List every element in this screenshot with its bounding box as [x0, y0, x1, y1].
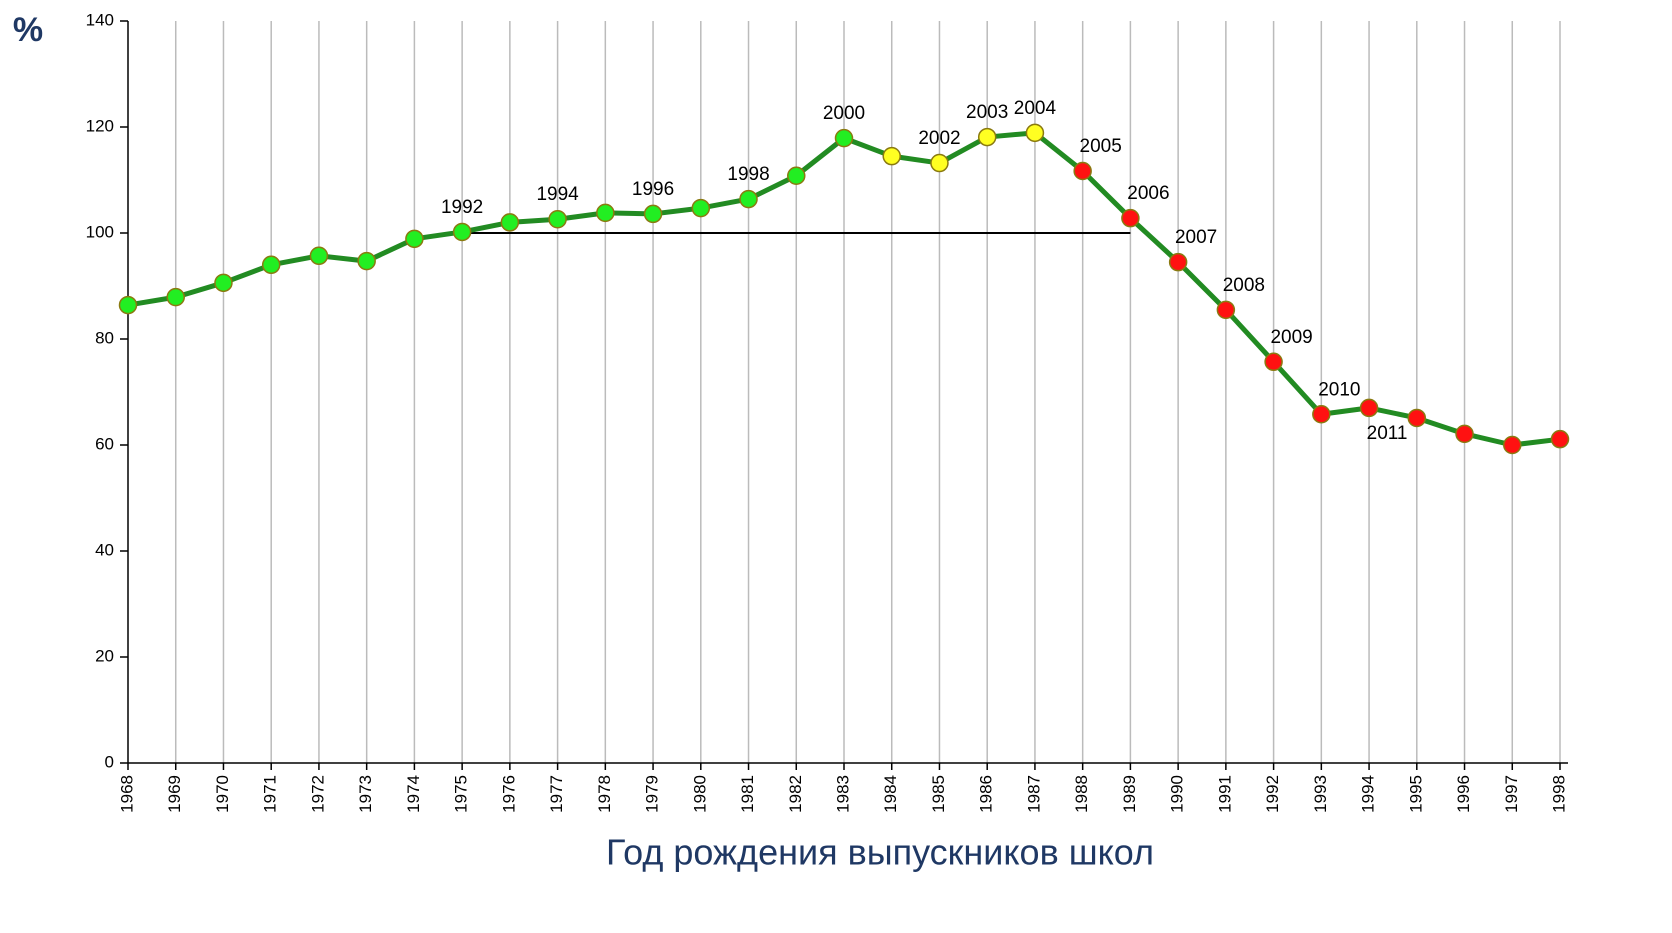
point-marker	[739, 189, 758, 209]
point-label: 1994	[536, 184, 579, 205]
x-tick-label: 1984	[881, 775, 900, 813]
x-tick-label: 1979	[643, 775, 662, 813]
x-tick-label: 1988	[1072, 775, 1091, 813]
x-tick-label: 1973	[356, 775, 375, 813]
y-tick-label: 60	[95, 434, 114, 453]
x-tick-label: 1970	[213, 775, 232, 813]
point-marker	[1121, 208, 1140, 228]
point-marker	[548, 209, 567, 229]
point-marker	[1455, 424, 1474, 444]
x-tick-label: 1992	[1263, 775, 1282, 813]
x-tick-label: 1989	[1120, 775, 1139, 813]
x-tick-label: 1981	[738, 775, 757, 813]
point-marker	[309, 246, 329, 266]
point-label: 2003	[966, 102, 1008, 123]
x-tick-label: 1987	[1024, 775, 1043, 813]
point-marker	[1503, 435, 1522, 455]
point-marker	[834, 128, 854, 148]
x-tick-label: 1985	[929, 775, 948, 813]
point-marker	[882, 146, 901, 166]
x-tick-label: 1977	[547, 775, 566, 813]
x-tick-label: 1976	[499, 775, 518, 813]
x-tick-label: 1996	[1454, 775, 1473, 813]
x-tick-label: 1978	[595, 775, 614, 813]
x-tick-label: 1968	[117, 775, 136, 813]
x-tick-label: 1971	[261, 775, 280, 813]
point-label: 2007	[1175, 227, 1217, 248]
y-tick-label: 120	[86, 116, 114, 135]
point-marker	[214, 273, 233, 293]
point-label: 1996	[632, 179, 674, 200]
y-tick-label: 80	[95, 328, 114, 347]
point-marker	[691, 198, 711, 218]
point-marker	[500, 213, 520, 232]
point-label: 2010	[1318, 379, 1360, 400]
point-marker	[596, 203, 615, 223]
x-tick-label: 1995	[1406, 775, 1425, 813]
point-marker	[1168, 252, 1188, 272]
point-marker	[930, 153, 949, 173]
point-marker	[357, 251, 376, 271]
point-marker	[405, 229, 424, 249]
point-marker	[1312, 405, 1331, 424]
x-tick-label: 1994	[1359, 775, 1378, 813]
point-marker	[977, 127, 997, 147]
point-marker	[1407, 408, 1427, 428]
point-marker	[643, 204, 663, 224]
x-tick-label: 1983	[833, 775, 852, 813]
point-marker	[787, 166, 806, 186]
point-label: 1992	[441, 197, 483, 218]
x-tick-label: 1972	[308, 775, 327, 813]
point-marker	[1359, 398, 1379, 418]
point-label: 2009	[1270, 327, 1312, 348]
x-tick-label: 1975	[452, 775, 471, 813]
point-marker	[1025, 123, 1045, 143]
point-marker	[261, 255, 281, 275]
y-tick-label: 20	[95, 646, 114, 665]
x-axis-label: Год рождения выпускников школ	[606, 832, 1154, 873]
x-tick-label: 1997	[1502, 775, 1521, 813]
point-label: 2004	[1014, 98, 1057, 119]
y-tick-label: 0	[105, 752, 114, 771]
point-label: 2011	[1367, 423, 1408, 444]
x-tick-label: 1969	[165, 775, 184, 813]
point-label: 2008	[1223, 275, 1265, 296]
point-marker	[166, 287, 185, 307]
x-tick-label: 1990	[1168, 775, 1187, 813]
y-tick-label: 100	[86, 222, 114, 241]
x-tick-label: 1993	[1311, 775, 1330, 813]
point-label: 2005	[1080, 136, 1122, 157]
point-label: 1998	[727, 164, 769, 185]
point-label: 2002	[918, 128, 960, 149]
point-label: 2006	[1127, 183, 1169, 204]
point-marker	[1216, 300, 1236, 320]
point-label: 2000	[823, 103, 865, 124]
y-tick-label: 140	[86, 10, 114, 29]
point-marker	[1264, 352, 1283, 372]
x-tick-label: 1980	[690, 775, 709, 813]
x-tick-label: 1982	[786, 775, 805, 813]
x-tick-label: 1974	[404, 775, 423, 813]
y-tick-label: 40	[95, 540, 114, 559]
y-axis-label: %	[13, 11, 43, 49]
x-tick-label: 1998	[1549, 775, 1568, 813]
point-marker	[452, 222, 472, 242]
point-marker	[118, 295, 138, 315]
point-marker	[1550, 429, 1570, 449]
point-marker	[1073, 161, 1092, 181]
x-tick-label: 1991	[1215, 775, 1234, 813]
x-tick-label: 1986	[977, 775, 996, 813]
